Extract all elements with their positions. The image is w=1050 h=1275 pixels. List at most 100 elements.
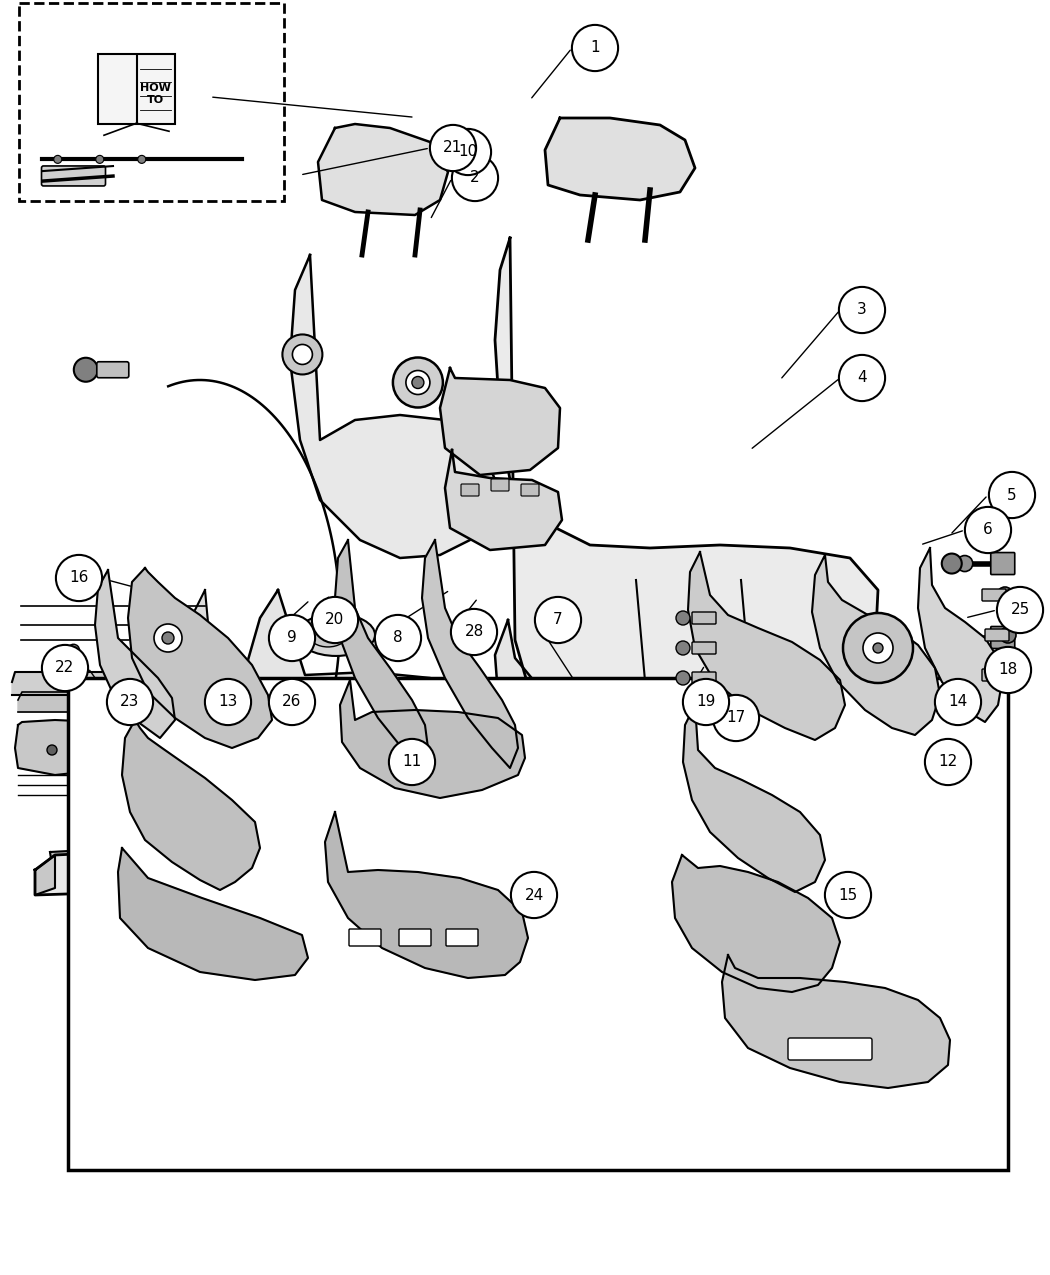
FancyBboxPatch shape: [68, 678, 1008, 1170]
FancyBboxPatch shape: [97, 362, 129, 377]
Circle shape: [534, 597, 581, 643]
FancyBboxPatch shape: [491, 479, 509, 491]
Polygon shape: [812, 555, 940, 734]
FancyBboxPatch shape: [19, 3, 284, 201]
Circle shape: [54, 156, 62, 163]
Text: 6: 6: [983, 523, 993, 538]
Circle shape: [162, 632, 174, 644]
Polygon shape: [248, 590, 475, 752]
Circle shape: [957, 630, 972, 645]
Polygon shape: [35, 845, 275, 895]
Circle shape: [406, 371, 429, 394]
Circle shape: [445, 129, 491, 175]
Polygon shape: [445, 450, 562, 550]
Polygon shape: [15, 720, 145, 775]
Ellipse shape: [309, 623, 346, 646]
Polygon shape: [688, 552, 845, 740]
Circle shape: [825, 872, 872, 918]
Text: 18: 18: [999, 663, 1017, 677]
Circle shape: [388, 740, 435, 785]
Circle shape: [429, 125, 476, 171]
Text: 20: 20: [326, 612, 344, 627]
Circle shape: [713, 695, 759, 741]
Text: 25: 25: [1010, 603, 1030, 617]
FancyBboxPatch shape: [446, 929, 478, 946]
Polygon shape: [318, 124, 448, 215]
Circle shape: [74, 358, 98, 381]
Circle shape: [843, 613, 914, 683]
Circle shape: [989, 472, 1035, 518]
FancyBboxPatch shape: [985, 629, 1009, 641]
Polygon shape: [502, 738, 862, 848]
Circle shape: [450, 609, 497, 655]
FancyBboxPatch shape: [788, 1038, 872, 1060]
FancyBboxPatch shape: [461, 484, 479, 496]
Circle shape: [412, 376, 424, 389]
Circle shape: [572, 26, 618, 71]
Circle shape: [452, 154, 498, 201]
Ellipse shape: [297, 615, 375, 655]
Polygon shape: [672, 856, 840, 992]
Circle shape: [205, 678, 251, 725]
Text: 5: 5: [1007, 487, 1016, 502]
FancyBboxPatch shape: [982, 589, 1006, 601]
FancyBboxPatch shape: [982, 669, 1006, 681]
Text: 10: 10: [459, 144, 478, 159]
Text: 23: 23: [121, 695, 140, 709]
Circle shape: [676, 641, 690, 655]
Circle shape: [676, 611, 690, 625]
Text: 4: 4: [857, 371, 867, 385]
Polygon shape: [682, 705, 825, 892]
Circle shape: [282, 334, 322, 375]
Polygon shape: [495, 238, 878, 760]
Text: 3: 3: [857, 302, 867, 317]
Text: 7: 7: [553, 612, 563, 627]
Polygon shape: [495, 620, 872, 782]
FancyBboxPatch shape: [991, 626, 1014, 649]
FancyBboxPatch shape: [692, 612, 716, 623]
Text: 21: 21: [443, 140, 463, 156]
Circle shape: [393, 357, 443, 408]
Text: 13: 13: [218, 695, 237, 709]
Polygon shape: [185, 590, 318, 759]
Circle shape: [998, 586, 1013, 603]
FancyBboxPatch shape: [349, 929, 381, 946]
Text: 15: 15: [838, 887, 858, 903]
Text: 1: 1: [590, 41, 600, 56]
Circle shape: [942, 627, 962, 648]
Circle shape: [942, 553, 962, 574]
Circle shape: [925, 740, 971, 785]
Circle shape: [863, 632, 892, 663]
Circle shape: [138, 156, 146, 163]
Circle shape: [269, 615, 315, 662]
Text: 26: 26: [282, 695, 301, 709]
Circle shape: [269, 678, 315, 725]
Polygon shape: [12, 672, 210, 695]
Circle shape: [676, 671, 690, 685]
Circle shape: [839, 287, 885, 333]
FancyBboxPatch shape: [399, 929, 430, 946]
Circle shape: [998, 667, 1013, 683]
Text: 22: 22: [56, 660, 75, 676]
FancyBboxPatch shape: [521, 484, 539, 496]
Polygon shape: [545, 119, 695, 200]
FancyBboxPatch shape: [692, 672, 716, 683]
Polygon shape: [440, 368, 560, 476]
Polygon shape: [128, 567, 272, 748]
Polygon shape: [35, 856, 55, 895]
Circle shape: [996, 586, 1043, 634]
Circle shape: [511, 872, 558, 918]
Circle shape: [77, 737, 87, 747]
Circle shape: [1000, 627, 1016, 643]
Polygon shape: [94, 570, 175, 738]
Polygon shape: [340, 680, 525, 798]
Polygon shape: [335, 541, 428, 768]
Circle shape: [96, 156, 104, 163]
Text: 9: 9: [287, 631, 297, 645]
FancyBboxPatch shape: [692, 643, 716, 654]
Polygon shape: [122, 720, 260, 890]
Polygon shape: [422, 541, 518, 768]
Text: 17: 17: [727, 710, 745, 725]
Circle shape: [934, 678, 981, 725]
Text: 12: 12: [939, 755, 958, 770]
